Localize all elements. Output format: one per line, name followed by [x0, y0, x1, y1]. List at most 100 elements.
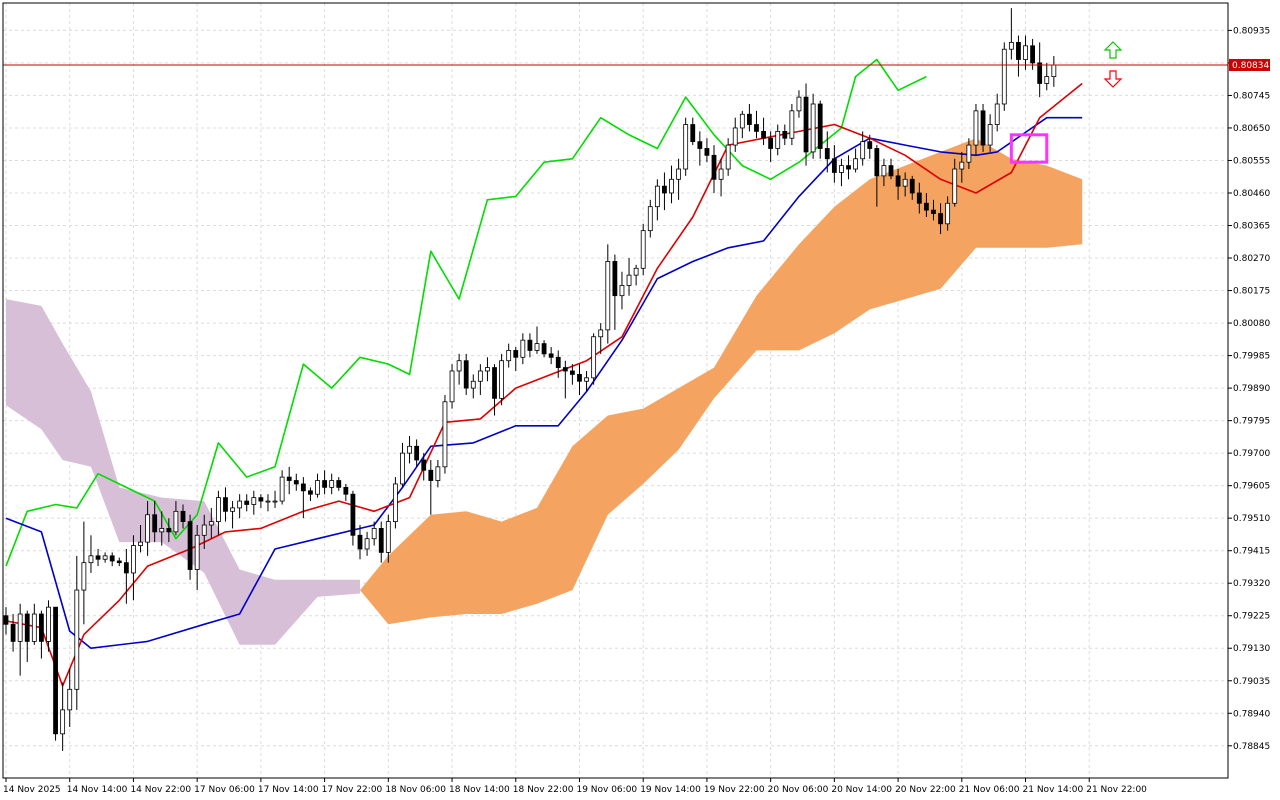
candle-body	[60, 709, 66, 735]
candle-body	[789, 110, 795, 139]
candle-body	[924, 202, 929, 211]
candle-body	[230, 507, 235, 512]
time-axis: 14 Nov 2025 14 Nov 14:00 14 Nov 22:00 17 No…	[3, 778, 1147, 795]
candle-body	[336, 480, 342, 488]
candle-body	[343, 486, 349, 495]
candle-body	[131, 545, 136, 574]
kumo-bullish	[360, 138, 1083, 625]
kijun-sen	[5, 116, 1083, 650]
candle-body	[782, 130, 788, 139]
candle-body	[152, 514, 158, 533]
x-tick-label: 19 Nov 06:00	[576, 785, 637, 795]
candle-body	[159, 528, 165, 533]
candle-body	[371, 528, 377, 540]
candle-body	[980, 110, 986, 146]
candle-body	[463, 360, 469, 389]
candle-body	[570, 370, 575, 375]
candle-body	[109, 555, 115, 562]
y-tick-label: 0.79225	[1233, 612, 1270, 622]
y-tick-label: 0.79320	[1233, 579, 1270, 589]
candle-body	[931, 209, 936, 214]
candle-body	[315, 480, 320, 495]
x-tick-label: 14 Nov 22:00	[130, 785, 191, 795]
candle-body	[860, 141, 866, 160]
candle-body	[761, 130, 766, 139]
candle-body	[485, 367, 490, 372]
candle-body	[279, 476, 285, 502]
candle-body	[626, 274, 632, 286]
candle-body	[888, 165, 894, 177]
candle-body	[414, 445, 420, 461]
candle-body	[775, 130, 781, 149]
candle-body	[711, 154, 717, 180]
x-tick-label: 17 Nov 14:00	[258, 785, 319, 795]
arrow-down-icon	[1103, 70, 1123, 88]
x-tick-label: 19 Nov 14:00	[640, 785, 701, 795]
candles	[3, 8, 1057, 751]
candle-body	[803, 96, 809, 153]
candle-body	[499, 360, 505, 399]
candle-body	[619, 285, 625, 297]
candle-body	[562, 367, 568, 372]
candle-body	[966, 144, 972, 163]
y-tick-label: 0.80460	[1233, 189, 1270, 199]
candle-body	[846, 165, 851, 170]
candle-body	[95, 555, 101, 560]
candle-body	[952, 168, 958, 204]
candle-body	[1008, 41, 1014, 50]
candle-body	[31, 613, 37, 642]
candle-body	[180, 510, 186, 522]
y-tick-label: 0.80745	[1233, 91, 1270, 101]
candle-body	[308, 490, 313, 495]
candle-body	[407, 445, 412, 454]
candle-body	[605, 261, 611, 331]
y-tick-label: 0.80365	[1233, 222, 1270, 232]
candle-body	[824, 148, 830, 160]
candle-body	[258, 497, 264, 502]
candle-body	[916, 192, 922, 204]
candle-body	[322, 480, 328, 488]
candle-body	[17, 613, 23, 642]
y-tick-label: 0.80175	[1233, 287, 1270, 297]
candle-body	[81, 562, 87, 591]
candle-body	[102, 555, 108, 560]
candle-body	[810, 103, 816, 153]
candle-body	[994, 103, 1000, 125]
candle-body	[223, 497, 228, 512]
x-tick-label: 20 Nov 14:00	[831, 785, 892, 795]
candle-body	[251, 497, 257, 505]
candle-body	[768, 137, 774, 149]
y-tick-label: 0.79510	[1233, 514, 1270, 524]
y-tick-label: 0.79890	[1233, 384, 1270, 394]
candle-body	[725, 144, 731, 170]
candle-body	[633, 267, 639, 276]
candle-body	[669, 178, 674, 194]
x-tick-label: 17 Nov 06:00	[194, 785, 255, 795]
candle-body	[470, 380, 476, 389]
candle-body	[577, 374, 582, 382]
candle-body	[747, 113, 752, 125]
y-tick-label: 0.78940	[1233, 709, 1270, 719]
y-tick-label: 0.79415	[1233, 547, 1270, 557]
candle-body	[74, 589, 80, 690]
candle-body	[704, 148, 710, 156]
candle-body	[456, 360, 462, 372]
candle-body	[187, 521, 193, 570]
price-axis: 0.809350.808400.807450.806500.805550.804…	[1228, 26, 1270, 752]
candle-body	[400, 452, 405, 485]
y-tick-label: 0.80080	[1233, 319, 1270, 329]
candle-body	[584, 377, 589, 382]
y-tick-label: 0.80935	[1233, 26, 1270, 36]
candle-body	[116, 560, 122, 564]
candle-body	[683, 124, 689, 170]
candle-body	[640, 230, 646, 269]
y-tick-label: 0.79605	[1233, 482, 1270, 492]
candle-body	[853, 158, 858, 170]
candle-body	[881, 165, 887, 177]
candle-body	[1001, 48, 1007, 105]
candle-body	[555, 356, 561, 368]
candle-body	[718, 168, 724, 180]
candle-body	[492, 367, 497, 399]
